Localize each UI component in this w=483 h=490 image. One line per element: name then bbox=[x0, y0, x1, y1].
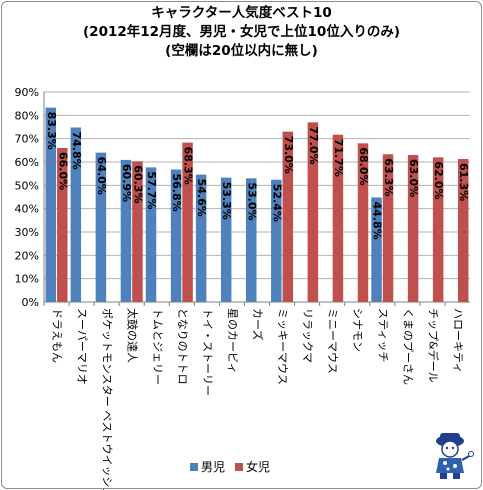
bar-boys bbox=[120, 159, 132, 302]
bar-boys bbox=[145, 167, 157, 302]
data-label-boys: 44.8% bbox=[371, 201, 384, 239]
legend-label-boys: 男児 bbox=[201, 460, 226, 474]
data-label-girls: 77.0% bbox=[307, 126, 320, 164]
data-label-girls: 68.0% bbox=[357, 147, 370, 185]
y-tick-label: 0% bbox=[22, 296, 39, 309]
bar-boys bbox=[246, 178, 257, 302]
y-tick-label: 30% bbox=[15, 226, 39, 239]
data-label-girls: 71.7% bbox=[332, 139, 345, 177]
x-tick-label: スティッチ bbox=[376, 308, 389, 362]
x-tick-label: 星のカービィ bbox=[226, 308, 239, 374]
x-tick-label: ミニーマウス bbox=[326, 308, 339, 374]
data-label-girls: 63.0% bbox=[407, 159, 420, 197]
y-tick-label: 90% bbox=[15, 86, 39, 99]
chart-title-line-2: (2012年12月度、男児・女児で上位10位入りのみ) bbox=[83, 24, 400, 40]
data-label-girls: 68.3% bbox=[182, 147, 195, 185]
x-tick-label: スーパーマリオ bbox=[76, 308, 89, 385]
data-label-boys: 57.7% bbox=[145, 171, 158, 209]
y-tick-label: 50% bbox=[15, 179, 39, 192]
legend-label-girls: 女児 bbox=[246, 460, 271, 474]
data-label-boys: 54.6% bbox=[195, 179, 208, 217]
bar-girls bbox=[307, 122, 319, 302]
y-tick-label: 70% bbox=[15, 133, 39, 146]
x-tick-label: ドラえもん bbox=[51, 308, 64, 363]
y-tick-label: 40% bbox=[15, 203, 39, 216]
bar-boys bbox=[170, 169, 182, 302]
y-tick-label: 80% bbox=[15, 109, 39, 122]
bar-girls bbox=[357, 143, 369, 302]
legend-swatch-boys bbox=[190, 462, 198, 471]
chart-legend: 男児 女児 bbox=[190, 458, 280, 475]
data-label-girls: 61.3% bbox=[457, 163, 470, 201]
x-tick-label: シナモン bbox=[351, 308, 364, 352]
x-tick-label: トムとジェリー bbox=[151, 308, 164, 385]
y-tick-label: 20% bbox=[15, 249, 39, 262]
x-tick-label: となりのトトロ bbox=[176, 308, 189, 385]
y-tick-label: 60% bbox=[15, 156, 39, 169]
x-tick-label: 太鼓の達人 bbox=[126, 308, 140, 363]
data-label-boys: 53.3% bbox=[220, 182, 233, 220]
data-label-boys: 52.4% bbox=[270, 184, 283, 222]
bar-girls bbox=[407, 155, 419, 302]
data-label-boys: 56.8% bbox=[170, 173, 183, 211]
chart-title-line-1: キャラクター人気度ベスト10 bbox=[151, 5, 332, 21]
x-tick-label: くまのプーさん bbox=[401, 308, 414, 385]
bar-boys bbox=[45, 107, 57, 302]
bar-girls bbox=[432, 157, 444, 302]
x-tick-label: チップ&デール bbox=[426, 308, 440, 383]
bar-girls bbox=[382, 154, 394, 302]
data-label-boys: 64.0% bbox=[95, 157, 108, 195]
bar-girls bbox=[57, 148, 68, 302]
mascot-logo-icon bbox=[436, 433, 474, 479]
bar-boys bbox=[95, 152, 107, 302]
bar-boys bbox=[220, 177, 232, 302]
chart-title-line-3: (空欄は20位以内に無し) bbox=[165, 43, 318, 59]
bar-boys bbox=[271, 179, 282, 302]
bar-boys bbox=[70, 127, 82, 302]
bar-girls bbox=[182, 142, 193, 302]
bar-boys bbox=[371, 197, 382, 302]
x-tick-label: リラックマ bbox=[301, 308, 314, 363]
bar-girls bbox=[282, 131, 294, 302]
chart-title: キャラクター人気度ベスト10 (2012年12月度、男児・女児で上位10位入りの… bbox=[0, 4, 483, 61]
legend-item-girls: 女児 bbox=[235, 458, 270, 475]
data-label-girls: 73.0% bbox=[282, 136, 295, 174]
y-tick-label: 10% bbox=[15, 273, 39, 286]
bar-girls bbox=[132, 161, 143, 302]
legend-swatch-girls bbox=[235, 462, 244, 471]
data-label-girls: 63.3% bbox=[382, 158, 395, 196]
bar-boys bbox=[195, 174, 207, 302]
x-tick-label: ハローキティ bbox=[451, 308, 464, 373]
data-label-boys: 83.3% bbox=[45, 112, 58, 150]
data-label-girls: 66.0% bbox=[56, 152, 69, 190]
data-label-boys: 53.0% bbox=[245, 182, 258, 220]
data-label-girls: 60.3% bbox=[131, 165, 144, 203]
data-label-girls: 62.0% bbox=[432, 161, 445, 199]
bar-girls bbox=[332, 134, 344, 302]
x-tick-label: ミッキーマウス bbox=[276, 308, 289, 385]
data-label-boys: 74.8% bbox=[70, 131, 83, 169]
data-label-boys: 60.9% bbox=[120, 164, 133, 202]
bar-girls bbox=[457, 158, 469, 302]
legend-item-boys: 男児 bbox=[190, 458, 225, 475]
x-tick-label: トイ・ストーリー bbox=[201, 308, 214, 396]
x-tick-label: ポケットモンスター ベストウイッシュ bbox=[101, 308, 114, 490]
x-tick-label: カーズ bbox=[251, 308, 265, 340]
